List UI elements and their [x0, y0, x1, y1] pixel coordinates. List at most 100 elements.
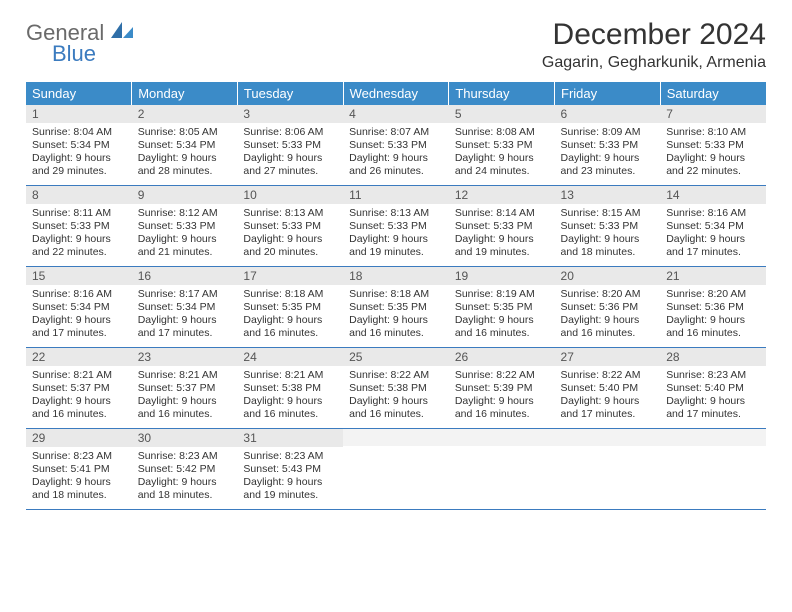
- logo-text-blue: Blue: [26, 43, 133, 65]
- day-body: Sunrise: 8:08 AMSunset: 5:33 PMDaylight:…: [449, 123, 555, 185]
- daylight-line1: Daylight: 9 hours: [32, 395, 126, 408]
- day-body: Sunrise: 8:15 AMSunset: 5:33 PMDaylight:…: [555, 204, 661, 266]
- sunrise-text: Sunrise: 8:16 AM: [666, 207, 760, 220]
- sunrise-text: Sunrise: 8:13 AM: [349, 207, 443, 220]
- sunset-text: Sunset: 5:33 PM: [561, 139, 655, 152]
- sunrise-text: Sunrise: 8:10 AM: [666, 126, 760, 139]
- day-cell: 1Sunrise: 8:04 AMSunset: 5:34 PMDaylight…: [26, 105, 132, 186]
- sunset-text: Sunset: 5:33 PM: [666, 139, 760, 152]
- daylight-line2: and 19 minutes.: [455, 246, 549, 259]
- sunrise-text: Sunrise: 8:04 AM: [32, 126, 126, 139]
- day-body: Sunrise: 8:20 AMSunset: 5:36 PMDaylight:…: [555, 285, 661, 347]
- day-cell: 11Sunrise: 8:13 AMSunset: 5:33 PMDayligh…: [343, 186, 449, 267]
- sunrise-text: Sunrise: 8:17 AM: [138, 288, 232, 301]
- day-body: Sunrise: 8:13 AMSunset: 5:33 PMDaylight:…: [343, 204, 449, 266]
- day-cell: 9Sunrise: 8:12 AMSunset: 5:33 PMDaylight…: [132, 186, 238, 267]
- sunset-text: Sunset: 5:35 PM: [243, 301, 337, 314]
- day-number: 4: [343, 105, 449, 123]
- sunset-text: Sunset: 5:36 PM: [561, 301, 655, 314]
- day-body: Sunrise: 8:22 AMSunset: 5:40 PMDaylight:…: [555, 366, 661, 428]
- daylight-line1: Daylight: 9 hours: [138, 476, 232, 489]
- daylight-line1: Daylight: 9 hours: [455, 395, 549, 408]
- day-body: Sunrise: 8:05 AMSunset: 5:34 PMDaylight:…: [132, 123, 238, 185]
- daylight-line1: Daylight: 9 hours: [349, 233, 443, 246]
- sunrise-text: Sunrise: 8:23 AM: [666, 369, 760, 382]
- day-body: Sunrise: 8:22 AMSunset: 5:39 PMDaylight:…: [449, 366, 555, 428]
- day-number: 16: [132, 267, 238, 285]
- sunset-text: Sunset: 5:41 PM: [32, 463, 126, 476]
- sunset-text: Sunset: 5:34 PM: [666, 220, 760, 233]
- day-body: Sunrise: 8:11 AMSunset: 5:33 PMDaylight:…: [26, 204, 132, 266]
- day-number: 18: [343, 267, 449, 285]
- header: General Blue December 2024 Gagarin, Gegh…: [26, 18, 766, 72]
- daylight-line2: and 17 minutes.: [138, 327, 232, 340]
- location: Gagarin, Gegharkunik, Armenia: [542, 54, 766, 72]
- logo: General Blue: [26, 22, 133, 65]
- day-body: Sunrise: 8:23 AMSunset: 5:41 PMDaylight:…: [26, 447, 132, 509]
- daylight-line2: and 16 minutes.: [455, 327, 549, 340]
- day-cell: 26Sunrise: 8:22 AMSunset: 5:39 PMDayligh…: [449, 348, 555, 429]
- week-row: 1Sunrise: 8:04 AMSunset: 5:34 PMDaylight…: [26, 105, 766, 186]
- day-body: Sunrise: 8:18 AMSunset: 5:35 PMDaylight:…: [237, 285, 343, 347]
- sunrise-text: Sunrise: 8:21 AM: [138, 369, 232, 382]
- sunrise-text: Sunrise: 8:23 AM: [32, 450, 126, 463]
- sunset-text: Sunset: 5:33 PM: [349, 139, 443, 152]
- dow-monday: Monday: [132, 82, 238, 105]
- day-cell: [555, 429, 661, 510]
- day-number: 17: [237, 267, 343, 285]
- sunset-text: Sunset: 5:37 PM: [32, 382, 126, 395]
- daylight-line2: and 28 minutes.: [138, 165, 232, 178]
- day-body: Sunrise: 8:23 AMSunset: 5:40 PMDaylight:…: [660, 366, 766, 428]
- daylight-line2: and 27 minutes.: [243, 165, 337, 178]
- daylight-line2: and 17 minutes.: [32, 327, 126, 340]
- day-cell: 22Sunrise: 8:21 AMSunset: 5:37 PMDayligh…: [26, 348, 132, 429]
- day-cell: 17Sunrise: 8:18 AMSunset: 5:35 PMDayligh…: [237, 267, 343, 348]
- sunrise-text: Sunrise: 8:21 AM: [243, 369, 337, 382]
- daylight-line1: Daylight: 9 hours: [349, 395, 443, 408]
- sunset-text: Sunset: 5:40 PM: [666, 382, 760, 395]
- day-cell: 18Sunrise: 8:18 AMSunset: 5:35 PMDayligh…: [343, 267, 449, 348]
- sunrise-text: Sunrise: 8:12 AM: [138, 207, 232, 220]
- sunrise-text: Sunrise: 8:22 AM: [561, 369, 655, 382]
- sunrise-text: Sunrise: 8:15 AM: [561, 207, 655, 220]
- daylight-line2: and 17 minutes.: [561, 408, 655, 421]
- daylight-line2: and 19 minutes.: [349, 246, 443, 259]
- day-body: Sunrise: 8:14 AMSunset: 5:33 PMDaylight:…: [449, 204, 555, 266]
- dow-tuesday: Tuesday: [237, 82, 343, 105]
- day-number: 20: [555, 267, 661, 285]
- day-cell: 28Sunrise: 8:23 AMSunset: 5:40 PMDayligh…: [660, 348, 766, 429]
- sunrise-text: Sunrise: 8:07 AM: [349, 126, 443, 139]
- day-body: Sunrise: 8:06 AMSunset: 5:33 PMDaylight:…: [237, 123, 343, 185]
- day-number-empty: [555, 429, 661, 446]
- day-cell: 15Sunrise: 8:16 AMSunset: 5:34 PMDayligh…: [26, 267, 132, 348]
- day-cell: 31Sunrise: 8:23 AMSunset: 5:43 PMDayligh…: [237, 429, 343, 510]
- daylight-line2: and 16 minutes.: [666, 327, 760, 340]
- daylight-line1: Daylight: 9 hours: [138, 395, 232, 408]
- daylight-line1: Daylight: 9 hours: [243, 233, 337, 246]
- daylight-line1: Daylight: 9 hours: [666, 152, 760, 165]
- day-number: 29: [26, 429, 132, 447]
- day-cell: 20Sunrise: 8:20 AMSunset: 5:36 PMDayligh…: [555, 267, 661, 348]
- day-body-empty: [555, 446, 661, 508]
- sunrise-text: Sunrise: 8:18 AM: [349, 288, 443, 301]
- daylight-line2: and 16 minutes.: [455, 408, 549, 421]
- sunset-text: Sunset: 5:42 PM: [138, 463, 232, 476]
- day-number: 9: [132, 186, 238, 204]
- day-number: 31: [237, 429, 343, 447]
- day-body: Sunrise: 8:09 AMSunset: 5:33 PMDaylight:…: [555, 123, 661, 185]
- daylight-line2: and 18 minutes.: [32, 489, 126, 502]
- sunrise-text: Sunrise: 8:06 AM: [243, 126, 337, 139]
- day-number: 1: [26, 105, 132, 123]
- daylight-line2: and 21 minutes.: [138, 246, 232, 259]
- day-body: Sunrise: 8:16 AMSunset: 5:34 PMDaylight:…: [26, 285, 132, 347]
- dow-saturday: Saturday: [660, 82, 766, 105]
- sunrise-text: Sunrise: 8:13 AM: [243, 207, 337, 220]
- sunset-text: Sunset: 5:38 PM: [243, 382, 337, 395]
- day-number: 23: [132, 348, 238, 366]
- sunset-text: Sunset: 5:33 PM: [455, 139, 549, 152]
- sunrise-text: Sunrise: 8:20 AM: [561, 288, 655, 301]
- sunrise-text: Sunrise: 8:08 AM: [455, 126, 549, 139]
- daylight-line1: Daylight: 9 hours: [32, 314, 126, 327]
- day-cell: [449, 429, 555, 510]
- daylight-line2: and 16 minutes.: [32, 408, 126, 421]
